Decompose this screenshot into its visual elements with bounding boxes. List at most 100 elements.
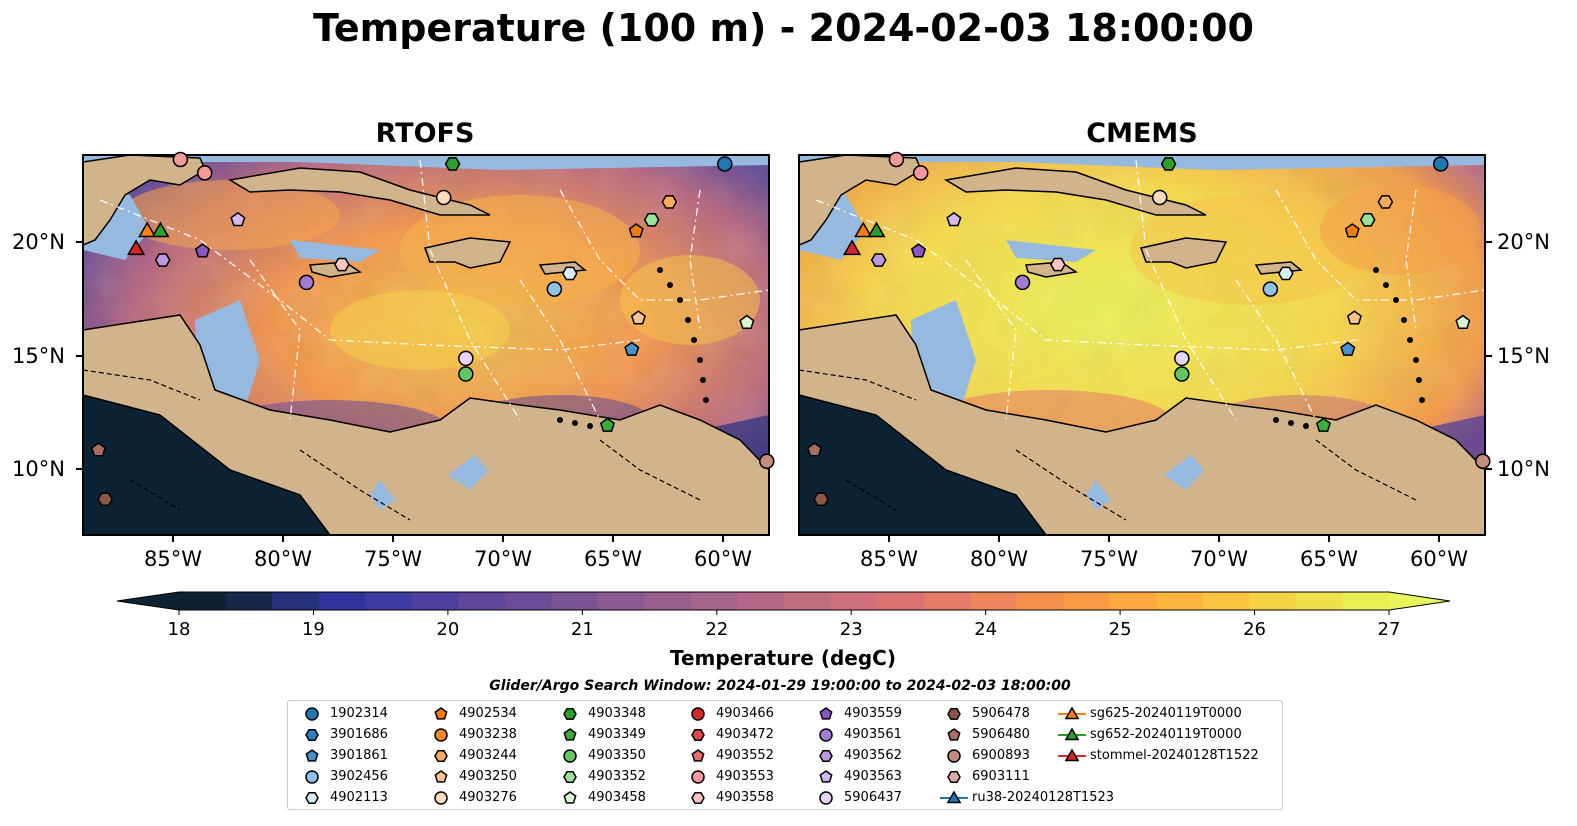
- legend-label: stommel-20240128T1522: [1090, 748, 1259, 763]
- legend-marker-icon: [819, 770, 833, 783]
- legend-label: sg625-20240119T0000: [1090, 706, 1242, 721]
- legend-marker-icon: [1058, 706, 1086, 720]
- legend-marker-icon: [434, 770, 448, 783]
- colorbar-under-arrow: [117, 592, 179, 610]
- float-marker-4903350: [458, 366, 474, 382]
- lat-label-10n-right: 10°N: [1497, 457, 1550, 481]
- glider-marker-sg625-20240119T0000: [138, 221, 157, 238]
- axis-ticks: [76, 241, 1492, 542]
- colorbar-segment: [551, 592, 599, 610]
- lon-label-65w: 65°W: [584, 547, 642, 571]
- legend-marker-icon: [563, 708, 577, 720]
- float-marker-5906480: [90, 442, 106, 457]
- legend-label: 5906480: [972, 727, 1030, 742]
- legend-label: 4903558: [716, 790, 774, 805]
- colorbar-tick-23: 23: [839, 619, 863, 640]
- legend-marker-icon: [563, 749, 577, 763]
- lon-label-70w: 70°W: [474, 547, 532, 571]
- colorbar-tick-18: 18: [167, 619, 191, 640]
- legend-label: 6903111: [972, 769, 1030, 784]
- legend-label: 4902113: [330, 790, 388, 805]
- float-marker-4903553: [888, 151, 905, 168]
- colorbar-segment: [1016, 592, 1064, 610]
- legend-label: 5906437: [844, 790, 902, 805]
- legend-marker-icon: [819, 791, 833, 805]
- legend-marker-icon: [691, 792, 705, 804]
- float-marker-5906480: [806, 442, 822, 457]
- legend-label: 6900893: [972, 748, 1030, 763]
- float-marker-1902314: [1432, 156, 1449, 172]
- legend-label: 4903563: [844, 769, 902, 784]
- float-marker-4903553: [196, 165, 213, 181]
- legend-label: 4903472: [716, 727, 774, 742]
- legend-label: 4903552: [716, 748, 774, 763]
- float-marker-4903558: [1050, 257, 1066, 272]
- legend-label: 3901686: [330, 727, 388, 742]
- float-marker-4903553: [172, 151, 189, 168]
- legend-label: 4903350: [588, 748, 646, 763]
- colorbar-segment: [225, 592, 273, 610]
- float-marker-5906478: [813, 492, 829, 507]
- legend: 1902314 3901686 3901861 3902456 4902113 49025…: [287, 700, 1283, 810]
- panel-title-rtofs: RTOFS: [375, 118, 475, 149]
- legend-marker-icon: [305, 707, 319, 721]
- float-marker-4903349: [599, 417, 615, 432]
- lat-label-15n-right: 15°N: [1497, 344, 1550, 368]
- colorbar-segment: [784, 592, 832, 610]
- legend-marker-icon: [434, 750, 448, 762]
- colorbar-tick-21: 21: [570, 619, 594, 640]
- float-marker-4902113: [561, 266, 578, 281]
- float-marker-5906437: [458, 350, 474, 367]
- float-marker-4903558: [334, 257, 350, 272]
- colorbar-segment: [179, 592, 227, 610]
- legend-label: 4903250: [459, 769, 517, 784]
- float-marker-4903250: [1346, 310, 1362, 325]
- legend-label: 4903244: [459, 748, 517, 763]
- float-marker-4903250: [630, 310, 646, 325]
- float-marker-4903244: [661, 195, 678, 209]
- colorbar-segment: [690, 592, 739, 610]
- legend-marker-icon: [940, 790, 968, 804]
- legend-label: 3901861: [330, 748, 388, 763]
- glider-marker-sg652-20240119T0000: [867, 221, 886, 238]
- legend-label: 4903466: [716, 706, 774, 721]
- float-marker-4902534: [1344, 223, 1360, 238]
- colorbar-label: Temperature (degC): [670, 646, 896, 670]
- colorbar-tick-24: 24: [974, 619, 998, 640]
- colorbar-segment: [644, 592, 692, 610]
- float-marker-3901861: [1340, 341, 1356, 356]
- lon-label-65w-right: 65°W: [1300, 547, 1358, 571]
- float-markers-cmems: [806, 151, 1491, 507]
- legend-marker-icon: [691, 749, 705, 762]
- float-marker-4903350: [1174, 366, 1190, 382]
- legend-label: 4903562: [844, 748, 902, 763]
- float-marker-3901861: [624, 341, 640, 356]
- colorbar-over-arrow: [1389, 592, 1450, 610]
- float-marker-3902456: [1262, 281, 1279, 297]
- float-marker-4903553: [912, 165, 929, 181]
- float-marker-4903348: [1160, 157, 1177, 171]
- colorbar-segment: [597, 592, 645, 610]
- float-marker-4903563: [946, 211, 962, 227]
- glider-marker-stommel-20240128T1522: [843, 239, 862, 256]
- legend-label: 4903349: [588, 727, 646, 742]
- legend-label: 4903348: [588, 706, 646, 721]
- lat-label-10n: 10°N: [12, 457, 65, 481]
- colorbar-segment: [1249, 592, 1297, 610]
- legend-marker-icon: [819, 750, 833, 762]
- legend-label: 4902534: [459, 706, 517, 721]
- colorbar-tick-22: 22: [705, 619, 729, 640]
- legend-label: 4903561: [844, 727, 902, 742]
- float-marker-6900893: [1475, 453, 1491, 469]
- float-marker-4902113: [1277, 266, 1294, 281]
- float-marker-4903244: [1377, 195, 1394, 209]
- legend-marker-icon: [819, 728, 833, 742]
- colorbar-tick-26: 26: [1243, 619, 1266, 640]
- map-frame-rtofs: [82, 154, 770, 536]
- float-marker-3902456: [546, 281, 563, 297]
- float-marker-4903276: [435, 189, 452, 206]
- lon-label-85w-right: 85°W: [860, 547, 918, 571]
- float-marker-4903561: [1014, 274, 1031, 291]
- glider-marker-stommel-20240128T1522: [127, 239, 146, 256]
